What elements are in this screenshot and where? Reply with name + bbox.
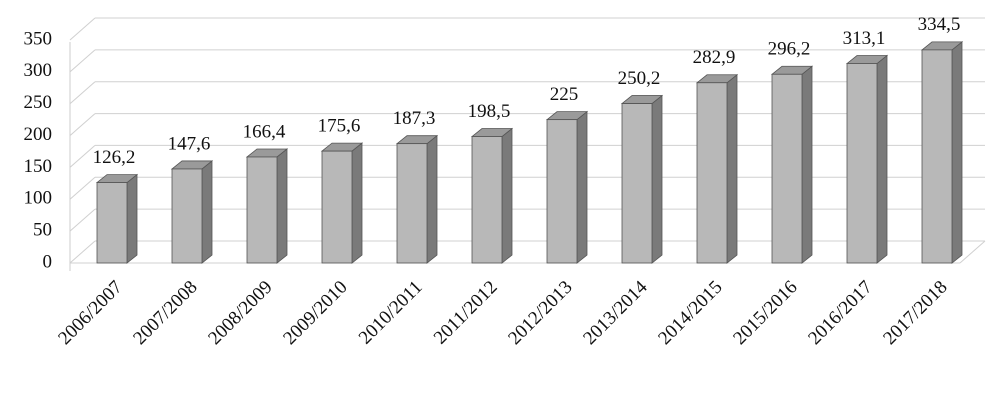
y-tick-label: 300 <box>24 60 53 81</box>
bar-side <box>576 110 588 264</box>
bar-side <box>876 54 888 264</box>
grid-line <box>69 17 96 41</box>
bar <box>696 82 728 264</box>
y-tick-label: 150 <box>24 156 53 177</box>
bar <box>621 103 653 264</box>
value-label: 225 <box>550 84 579 105</box>
bar <box>96 182 128 264</box>
bar <box>546 119 578 264</box>
grid-line <box>69 81 96 105</box>
bar <box>921 49 953 264</box>
grid-line <box>69 145 96 168</box>
grid-line <box>69 176 96 200</box>
value-label: 126,2 <box>93 147 136 168</box>
bar-side <box>276 148 288 264</box>
bar-side <box>951 41 963 264</box>
x-tick-label: 2009/2010 <box>279 277 351 349</box>
bar <box>771 73 803 264</box>
floor-edge <box>959 240 986 264</box>
x-tick-label: 2015/2016 <box>729 277 801 349</box>
grid-line <box>69 208 96 232</box>
bar <box>846 63 878 264</box>
bar-side <box>426 134 438 264</box>
x-tick-label: 2008/2009 <box>204 277 276 349</box>
bar <box>321 150 353 264</box>
x-tick-label: 2016/2017 <box>804 277 876 349</box>
x-tick-label: 2011/2012 <box>430 277 502 349</box>
bar <box>246 156 278 264</box>
x-tick-label: 2007/2008 <box>129 277 201 349</box>
value-label: 166,4 <box>243 121 286 142</box>
grid-line <box>69 113 96 136</box>
value-label: 187,3 <box>393 108 436 129</box>
x-tick-label: 2013/2014 <box>579 276 652 349</box>
x-tick-label: 2006/2007 <box>54 277 126 349</box>
x-tick-label: 2017/2018 <box>879 277 951 349</box>
y-tick-label: 200 <box>24 124 53 145</box>
y-tick-label: 0 <box>43 251 53 272</box>
bar-side <box>801 65 813 264</box>
grid-line <box>69 240 96 264</box>
bar-side <box>501 127 513 264</box>
value-label: 198,5 <box>468 101 511 122</box>
bar-side <box>201 160 213 264</box>
bar <box>171 168 203 264</box>
value-label: 147,6 <box>168 133 211 154</box>
bar-side <box>651 94 663 264</box>
bar-side <box>126 173 138 264</box>
value-label: 296,2 <box>768 39 811 60</box>
value-label: 313,1 <box>843 28 886 49</box>
bar <box>471 136 503 264</box>
x-tick-label: 2012/2013 <box>504 277 576 349</box>
y-tick-label: 250 <box>24 92 53 113</box>
y-tick-label: 50 <box>33 220 52 241</box>
x-tick-label: 2014/2015 <box>654 277 726 349</box>
x-tick-label: 2010/2011 <box>355 277 427 349</box>
value-label: 175,6 <box>318 115 361 136</box>
value-label: 282,9 <box>693 47 736 68</box>
grid-line <box>69 49 96 73</box>
y-tick-label: 100 <box>24 188 53 209</box>
value-label: 334,5 <box>918 14 961 35</box>
bar-side <box>726 73 738 264</box>
bar-side <box>351 142 363 264</box>
y-tick-label: 350 <box>24 28 53 49</box>
bar <box>396 143 428 264</box>
value-label: 250,2 <box>618 68 661 89</box>
